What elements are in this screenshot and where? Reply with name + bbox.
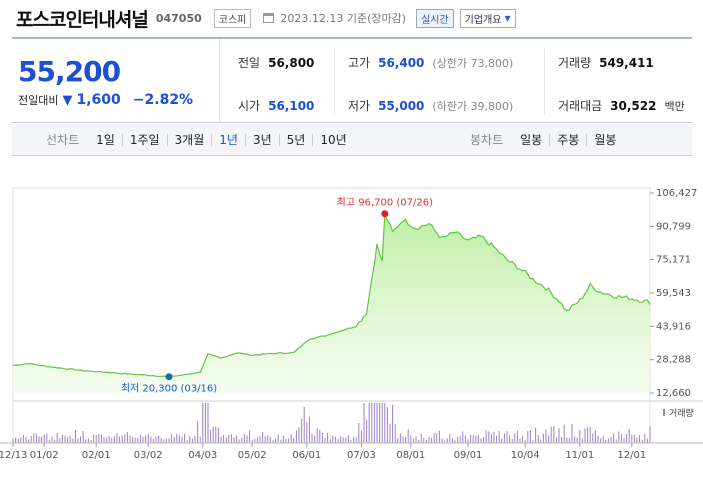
price-chart: 106,427 90,799 75,171 59,543 43,916 28,288 12,… — [0, 168, 703, 477]
stat-amount-value: 30,522 — [610, 99, 657, 113]
stats-grid: 전일 56,800 시가 56,100 고가 56,400 (상한가 73,80… — [220, 39, 692, 122]
period-3y[interactable]: 3년 — [244, 133, 279, 146]
candle-chart-label: 봉차트 — [470, 133, 504, 147]
stat-high: 고가 56,400 (상한가 73,800) — [348, 54, 513, 71]
y-axis: 106,427 90,799 75,171 59,543 43,916 28,288 12,… — [650, 188, 697, 399]
x-tick-label: 12/13 — [0, 450, 27, 461]
x-tick-label: 07/03 — [347, 450, 376, 461]
x-tick-label: 04/03 — [188, 450, 217, 461]
y-tick-label: 28,288 — [656, 355, 691, 366]
period-3m[interactable]: 3개월 — [166, 133, 212, 146]
volume-legend: 거래량 — [669, 407, 694, 419]
change-percent: −2.82% — [132, 92, 194, 108]
x-tick-label: 11/01 — [565, 450, 594, 461]
divider — [334, 49, 335, 115]
stat-low-label: 저가 — [348, 99, 371, 113]
stock-code: 047050 — [155, 11, 202, 25]
y-tick-label: 106,427 — [656, 188, 697, 199]
chevron-down-icon: ▼ — [504, 13, 511, 23]
price-box: 55,200 전일대비 ▼ 1,600 −2.82% — [12, 39, 220, 122]
date-text: 2023.12.13 기준(장마감) — [280, 12, 407, 25]
x-tick-label: 02/01 — [82, 450, 111, 461]
x-tick-label: 05/02 — [238, 450, 267, 461]
max-annotation: 최고 96,700 (07/26) — [337, 197, 433, 209]
x-tick-label: 01/02 — [30, 450, 59, 461]
stat-prev: 전일 56,800 — [238, 54, 314, 71]
stat-low: 저가 55,000 (하한가 39,800) — [348, 97, 513, 114]
x-tick-label: 08/01 — [396, 450, 425, 461]
stat-upper-limit: (상한가 73,800) — [432, 57, 514, 70]
market-badge: 코스피 — [213, 8, 252, 28]
change-label: 전일대비 — [18, 94, 59, 107]
price-line — [12, 213, 651, 378]
period-1d[interactable]: 1일 — [96, 132, 115, 147]
divider — [544, 49, 545, 115]
stat-amount-unit: 백만 — [664, 100, 685, 113]
x-tick-label: 12/01 — [617, 450, 646, 461]
stat-open-value: 56,100 — [268, 99, 315, 113]
max-marker — [381, 210, 389, 218]
y-tick-label: 43,916 — [656, 321, 691, 332]
chart-toolbar: 선차트 1일 1주일 3개월 1년 3년 5년 10년 봉차트 일봉 주봉 월봉 — [12, 124, 692, 156]
candle-weekly[interactable]: 주봉 — [549, 133, 586, 146]
stat-amount: 거래대금 30,522 백만 — [558, 97, 685, 114]
current-price: 55,200 — [18, 55, 121, 88]
price-change: 전일대비 ▼ 1,600 −2.82% — [18, 92, 219, 108]
company-overview-label: 기업개요 — [464, 14, 502, 26]
stat-low-value: 55,000 — [378, 99, 425, 113]
stat-prev-value: 56,800 — [268, 56, 315, 70]
y-tick-label: 59,543 — [656, 288, 691, 299]
title-row: 포스코인터내셔널 047050 코스피 2023.12.13 기준(장마감) 실… — [16, 4, 516, 32]
stat-open: 시가 56,100 — [238, 97, 314, 114]
stat-volume-value: 549,411 — [599, 56, 654, 70]
price-area — [13, 213, 650, 393]
stat-amount-label: 거래대금 — [558, 99, 603, 113]
company-overview-button[interactable]: 기업개요 ▼ — [459, 8, 516, 28]
candle-monthly[interactable]: 월봉 — [586, 133, 623, 146]
y-tick-label: 90,799 — [656, 221, 691, 232]
live-button[interactable]: 실시간 — [416, 8, 454, 28]
summary-panel: 55,200 전일대비 ▼ 1,600 −2.82% 전일 56,800 시가 … — [12, 37, 692, 123]
volume-bars — [12, 403, 651, 443]
period-5y[interactable]: 5년 — [278, 133, 313, 146]
x-tick-label: 10/04 — [511, 450, 540, 461]
y-tick-label: 12,660 — [656, 388, 691, 399]
line-chart-label: 선차트 — [46, 133, 80, 147]
candle-group: 봉차트 일봉 주봉 월봉 — [470, 131, 623, 148]
stat-lower-limit: (하한가 39,800) — [432, 100, 514, 113]
stat-high-label: 고가 — [348, 56, 371, 70]
x-tick-label: 03/02 — [134, 450, 163, 461]
x-tick-label: 06/01 — [292, 450, 321, 461]
x-axis: 12/13 01/02 02/01 03/02 04/03 05/02 06/01 07/03… — [0, 442, 703, 461]
period-10y[interactable]: 10년 — [312, 133, 353, 146]
x-tick-label: 09/01 — [454, 450, 483, 461]
stock-name: 포스코인터내셔널 — [16, 8, 149, 31]
volume-legend-swatch — [663, 409, 665, 416]
calendar-icon — [263, 13, 275, 23]
period-1y[interactable]: 1년 — [211, 133, 245, 146]
change-value: 1,600 — [76, 92, 121, 108]
min-annotation: 최저 20,300 (03/16) — [121, 383, 217, 395]
stat-volume-label: 거래량 — [558, 56, 592, 70]
down-arrow-icon: ▼ — [62, 93, 73, 108]
stat-prev-label: 전일 — [238, 56, 261, 70]
stat-high-value: 56,400 — [378, 56, 425, 70]
stat-open-label: 시가 — [238, 99, 261, 113]
stat-volume: 거래량 549,411 — [558, 54, 654, 71]
period-1w[interactable]: 1주일 — [121, 133, 167, 146]
price-chart-svg: 106,427 90,799 75,171 59,543 43,916 28,288 12,… — [0, 187, 703, 461]
min-marker — [165, 373, 173, 381]
candle-daily[interactable]: 일봉 — [520, 132, 543, 147]
y-tick-label: 75,171 — [656, 255, 691, 266]
